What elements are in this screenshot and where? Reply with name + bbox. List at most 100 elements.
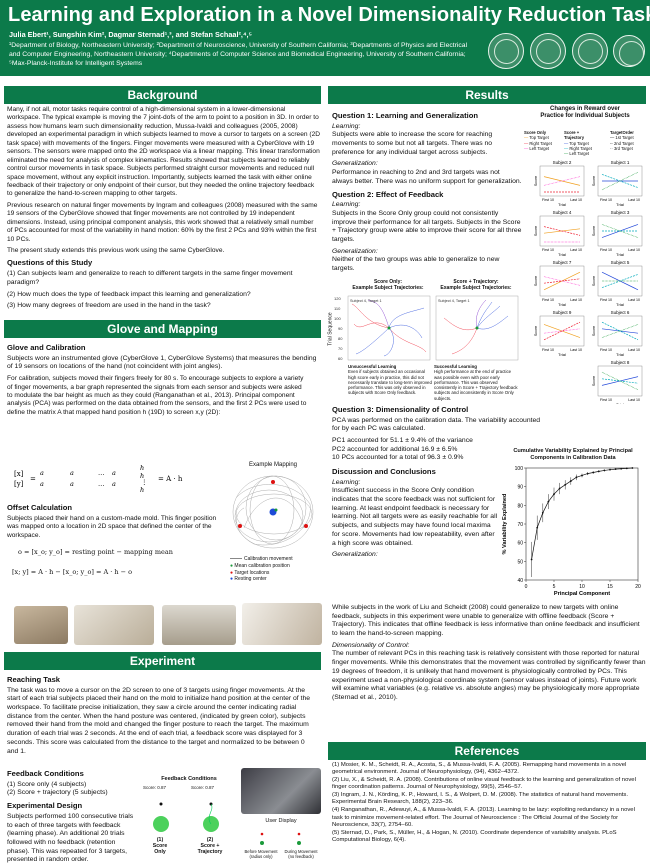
references-heading: References xyxy=(328,742,646,760)
subplot-x-label: Trial xyxy=(616,402,624,404)
target-location xyxy=(304,524,308,528)
poster-title: Learning and Exploration in a Novel Dime… xyxy=(8,4,650,26)
subplot-x-label: Trial xyxy=(616,352,624,357)
user-display-photo xyxy=(241,768,321,814)
successful-learning-note: Successful Learning High performance at … xyxy=(434,364,518,401)
subplot-x-tick: First 10 xyxy=(542,348,554,352)
data-point xyxy=(631,467,634,469)
q2-learning: Subjects in the Score Only group could n… xyxy=(332,209,522,243)
svg-text:[x]: [x] xyxy=(14,470,24,478)
x-tick-label: 10 xyxy=(579,584,585,590)
display-caption-2: During Movement (no feedback) xyxy=(284,849,318,859)
y-tick-label: 100 xyxy=(515,466,524,472)
glove-section: Glove and Calibration Subjects wore an i… xyxy=(7,340,320,606)
svg-text:a: a xyxy=(40,469,44,477)
subplot-title: Subject 7 xyxy=(553,260,572,265)
subplot-series xyxy=(601,328,639,334)
subplot-series xyxy=(543,321,581,341)
question-1: (1) Can subjects learn and generalize to… xyxy=(7,270,293,286)
subplot-x-tick: Last 10 xyxy=(628,398,640,402)
offset-heading: Offset Calculation xyxy=(7,503,72,512)
subplot-x-tick: First 10 xyxy=(542,198,554,202)
feedback-condition-1: (1) Score only (4 subjects) xyxy=(7,780,87,788)
svg-text:h: h xyxy=(140,464,144,472)
subplot-x-tick: Last 10 xyxy=(628,198,640,202)
svg-text:80: 80 xyxy=(338,336,343,341)
subplot-x-label: Trial xyxy=(558,202,566,207)
svg-text:a: a xyxy=(40,480,44,488)
svg-text:h: h xyxy=(140,472,144,480)
reference-item: (4) Ranganathan, R., Adewuyi, A., & Muss… xyxy=(332,807,635,828)
glove-mapping-heading: Glove and Mapping xyxy=(4,320,321,338)
display-panels xyxy=(260,832,301,845)
discussion-section: Discussion and Conclusions Learning: Ins… xyxy=(332,467,498,559)
max-planck-logo xyxy=(572,33,608,69)
q1-generalization: Performance in reaching to 2nd and 3rd t… xyxy=(332,169,522,185)
subplot-y-label: Score xyxy=(591,225,596,236)
subplot-x-tick: Last 10 xyxy=(628,348,640,352)
reaching-task-heading: Reaching Task xyxy=(7,675,61,684)
svg-text:…: … xyxy=(98,480,105,488)
author-list: Julia Ebert¹, Sungshin Kim², Dagmar Ster… xyxy=(9,30,253,39)
y-tick-label: 50 xyxy=(517,559,523,565)
cumulative-variance-chart: Cumulative Variability Explained by Prin… xyxy=(498,448,648,608)
mapping-legend: Calibration movement ● Mean calibration … xyxy=(230,556,322,604)
subplot-x-label: Trial xyxy=(558,352,566,357)
q3-pc1: PC1 accounted for 51.1 ± 9.4% of the var… xyxy=(332,437,473,445)
subplot-series xyxy=(543,176,581,186)
svg-text:=: = xyxy=(30,475,36,483)
subplot-series xyxy=(543,226,581,236)
y-axis-label: % Variability Explained xyxy=(502,493,508,555)
subplot-title: Subject 8 xyxy=(611,360,630,365)
feedback-conditions-heading: Feedback Conditions xyxy=(7,769,84,778)
subplot-frame xyxy=(539,265,585,297)
target-location xyxy=(271,480,275,484)
chart-title: Cumulative Variability Explained by Prin… xyxy=(513,448,633,461)
experiment-heading: Experiment xyxy=(4,652,321,670)
feedback-circles xyxy=(153,802,219,832)
feedback-figure-title: Feedback Conditions xyxy=(161,776,217,782)
subplot-x-tick: First 10 xyxy=(600,348,612,352)
svg-text:60: 60 xyxy=(338,356,343,361)
svg-text:110: 110 xyxy=(334,306,341,311)
reference-item: (1) Mosier, K. M., Scheidt, R. A., Acost… xyxy=(332,762,627,776)
experimental-design-paragraph: Subjects performed 100 consecutive trial… xyxy=(7,812,134,864)
discussion-continued: While subjects in the work of Liu and Sc… xyxy=(332,604,646,701)
display-caption-1: Before Movement (radius only) xyxy=(244,849,278,859)
svg-text:…: … xyxy=(98,469,105,477)
discussion-learning: Insufficient success in the Score Only c… xyxy=(332,487,498,547)
glove-sensor-photo xyxy=(74,605,154,645)
reward-subplots: Subject 2 Score First 10 Last 10 Trial Subjec… xyxy=(533,160,643,404)
discussion-generalization: While subjects in the work of Liu and Sc… xyxy=(332,604,640,638)
glove-paragraph: For calibration, subjects moved their fi… xyxy=(7,375,307,416)
subplot-y-label: Score xyxy=(591,375,596,386)
poster-banner: Learning and Exploration in a Novel Dime… xyxy=(0,0,650,76)
subplot-y-label: Score xyxy=(591,175,596,186)
reference-item: (3) Ingram, J. N., Körding, K. P., Howar… xyxy=(332,792,628,806)
subplot-x-tick: First 10 xyxy=(600,248,612,252)
q1-learning: Subjects were able to increase the score… xyxy=(332,131,493,156)
q3-pc2: PC2 accounted for additional 16.9 ± 6.5% xyxy=(332,445,458,453)
subplot-x-tick: Last 10 xyxy=(628,298,640,302)
questions-heading: Questions of this Study xyxy=(7,258,93,268)
subplot-x-tick: Last 10 xyxy=(570,198,582,202)
legend-item: ● Resting center xyxy=(230,576,267,583)
subplot-y-label: Score xyxy=(591,275,596,286)
background-heading: Background xyxy=(4,86,321,104)
svg-text:a: a xyxy=(112,469,116,477)
example-mapping-label: Example Mapping xyxy=(248,462,298,468)
subplot-title: Subject 5 xyxy=(611,260,630,265)
subplot-title: Subject 1 xyxy=(611,160,630,165)
q3-paragraph: PCA was performed on the calibration dat… xyxy=(332,416,541,433)
subplot-x-tick: First 10 xyxy=(600,298,612,302)
results-q1-q2: Question 1: Learning and Generalization … xyxy=(332,111,522,273)
reference-item: (2) Liu, X., & Scheidt, R. A. (2008). Co… xyxy=(332,777,636,791)
results-q3: Question 3: Dimensionality of Control PC… xyxy=(332,402,646,464)
x-tick-label: 20 xyxy=(635,584,641,590)
feedback-caption-2: (2) Score + Trajectory xyxy=(197,837,223,856)
legend-item: Calibration movement xyxy=(230,556,322,563)
references-section: (1) Mosier, K. M., Scheidt, R. A., Acost… xyxy=(332,762,644,866)
cumulative-variance-plot: 40 50 60 70 80 90 100 0 5 10 15 20 Principal Compone… xyxy=(502,466,641,597)
background-section: Many, if not all, motor tasks require co… xyxy=(7,106,320,342)
subplot-x-tick: Last 10 xyxy=(570,298,582,302)
